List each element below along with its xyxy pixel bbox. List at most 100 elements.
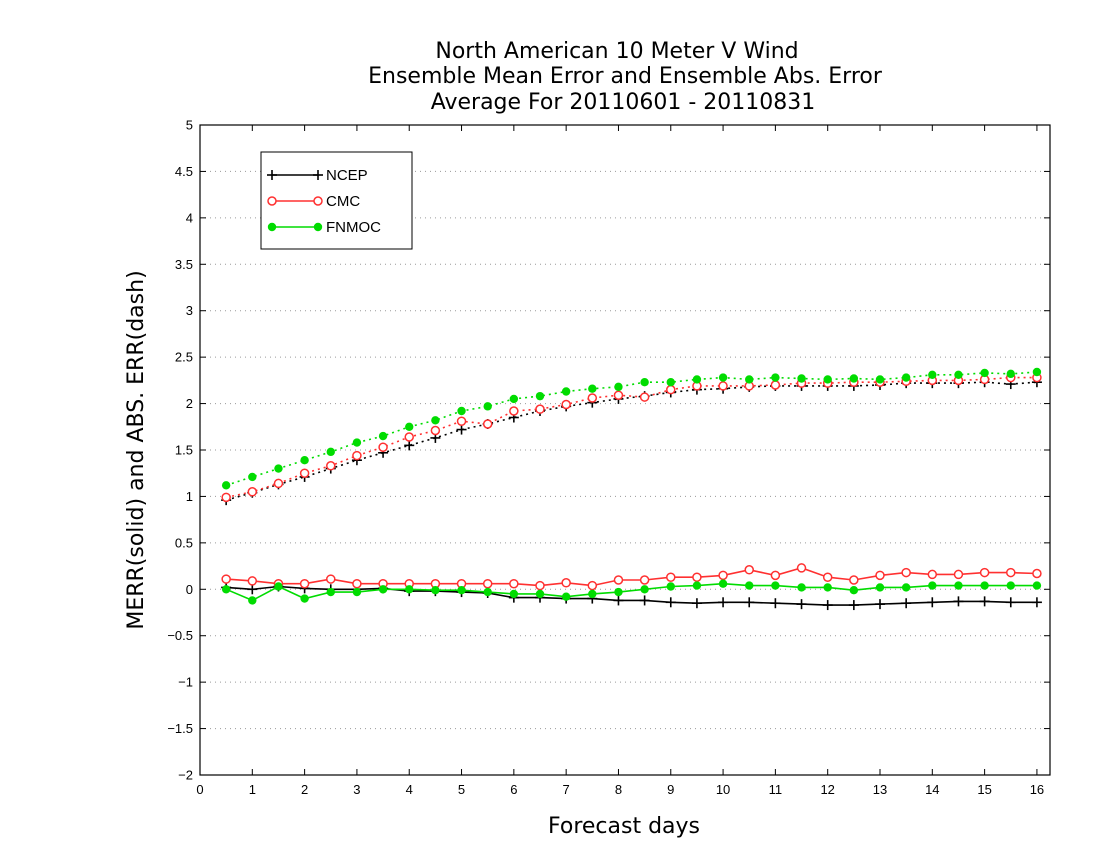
data-point-cmc-mean-error bbox=[1032, 568, 1042, 579]
data-point-fnmoc-mean-error bbox=[875, 583, 885, 592]
data-point-fnmoc-mean-error bbox=[901, 583, 911, 592]
data-point-fnmoc-abs-error bbox=[875, 375, 885, 384]
data-point-fnmoc-mean-error bbox=[1006, 581, 1015, 590]
chart-title-line-1: North American 10 Meter V Wind bbox=[435, 39, 798, 64]
data-point-cmc-abs-error bbox=[482, 419, 493, 429]
data-point-ncep-mean-error bbox=[953, 596, 964, 607]
data-point-cmc-abs-error bbox=[299, 468, 310, 478]
data-point-fnmoc-abs-error bbox=[954, 370, 963, 379]
data-point-cmc-abs-error bbox=[509, 406, 519, 416]
data-point-ncep-abs-error bbox=[456, 424, 467, 435]
data-point-fnmoc-mean-error bbox=[509, 589, 519, 599]
series-cmc-abs-error bbox=[221, 372, 1042, 503]
data-point-fnmoc-abs-error bbox=[352, 438, 362, 447]
data-point-fnmoc-mean-error bbox=[457, 586, 466, 595]
data-point-ncep-mean-error bbox=[691, 598, 702, 609]
data-point-cmc-abs-error bbox=[639, 392, 650, 402]
data-point-cmc-abs-error bbox=[352, 450, 362, 461]
data-point-cmc-mean-error bbox=[744, 565, 754, 575]
x-tick-label: 6 bbox=[510, 782, 517, 797]
x-tick-label: 1 bbox=[249, 782, 256, 797]
data-point-fnmoc-abs-error bbox=[378, 431, 388, 441]
data-point-fnmoc-abs-error bbox=[457, 406, 466, 416]
data-point-ncep-mean-error bbox=[796, 599, 807, 610]
y-tick-label: 4 bbox=[186, 210, 193, 225]
data-point-fnmoc-abs-error bbox=[640, 378, 649, 387]
data-point-ncep-mean-error bbox=[665, 597, 676, 608]
data-point-cmc-mean-error bbox=[666, 572, 676, 582]
data-point-fnmoc-abs-error bbox=[823, 375, 832, 384]
y-tick-label: 0.5 bbox=[175, 535, 193, 550]
data-point-ncep-mean-error bbox=[927, 597, 938, 608]
y-tick-label: 1.5 bbox=[175, 443, 193, 458]
data-point-fnmoc-abs-error bbox=[535, 391, 545, 401]
data-point-ncep-mean-error bbox=[1031, 597, 1042, 608]
legend-item-ncep: NCEP bbox=[267, 167, 368, 184]
y-tick-label: 3 bbox=[186, 303, 193, 318]
data-point-fnmoc-abs-error bbox=[509, 394, 519, 404]
data-point-fnmoc-abs-error bbox=[745, 375, 754, 384]
data-point-fnmoc-abs-error bbox=[614, 382, 623, 392]
data-point-fnmoc-mean-error bbox=[954, 581, 963, 590]
x-tick-label: 12 bbox=[820, 782, 834, 797]
data-point-fnmoc-mean-error bbox=[535, 589, 545, 599]
data-point-cmc-abs-error bbox=[273, 478, 284, 489]
data-point-fnmoc-abs-error bbox=[326, 447, 335, 457]
data-point-cmc-mean-error bbox=[692, 572, 702, 582]
y-tick-label: 1 bbox=[186, 489, 193, 504]
data-point-ncep-mean-error bbox=[1005, 597, 1016, 608]
legend-item-cmc: CMC bbox=[267, 193, 360, 210]
data-point-cmc-abs-error bbox=[587, 393, 598, 403]
legend-marker bbox=[267, 222, 277, 232]
data-point-fnmoc-mean-error bbox=[823, 583, 832, 592]
data-point-cmc-abs-error bbox=[535, 404, 545, 414]
data-point-fnmoc-abs-error bbox=[797, 374, 806, 383]
data-point-cmc-mean-error bbox=[822, 572, 833, 582]
data-point-fnmoc-abs-error bbox=[483, 402, 492, 411]
data-point-cmc-mean-error bbox=[770, 570, 781, 581]
y-tick-label: −2 bbox=[178, 768, 193, 783]
data-point-fnmoc-abs-error bbox=[588, 384, 597, 393]
data-point-fnmoc-abs-error bbox=[980, 368, 989, 378]
legend-label: FNMOC bbox=[326, 219, 381, 236]
data-point-ncep-mean-error bbox=[848, 600, 859, 611]
x-tick-label: 16 bbox=[1030, 782, 1044, 797]
x-tick-label: 15 bbox=[977, 782, 991, 797]
data-point-ncep-mean-error bbox=[822, 600, 833, 611]
y-axis-title: MERR(solid) and ABS. ERR(dash) bbox=[124, 270, 149, 629]
data-point-cmc-mean-error bbox=[326, 574, 336, 584]
data-point-cmc-mean-error bbox=[796, 563, 807, 573]
series-line-fnmoc-mean-error bbox=[225, 582, 1037, 602]
data-point-fnmoc-mean-error bbox=[718, 579, 728, 588]
data-point-cmc-mean-error bbox=[849, 575, 859, 585]
y-tick-label: 0 bbox=[186, 582, 193, 597]
data-point-fnmoc-abs-error bbox=[692, 375, 702, 384]
data-point-fnmoc-abs-error bbox=[928, 370, 937, 379]
data-point-fnmoc-abs-error bbox=[849, 374, 859, 383]
data-point-ncep-mean-error bbox=[613, 595, 624, 606]
data-point-fnmoc-mean-error bbox=[745, 581, 754, 590]
legend-label: NCEP bbox=[326, 167, 368, 184]
data-point-fnmoc-mean-error bbox=[771, 581, 780, 590]
data-point-fnmoc-abs-error bbox=[666, 378, 675, 387]
y-tick-label: −1.5 bbox=[167, 721, 193, 736]
x-tick-label: 14 bbox=[925, 782, 939, 797]
data-point-ncep-mean-error bbox=[247, 584, 258, 595]
data-point-cmc-abs-error bbox=[456, 416, 467, 426]
series-cmc-mean-error bbox=[221, 563, 1042, 591]
data-point-fnmoc-mean-error bbox=[588, 589, 597, 599]
x-tick-label: 2 bbox=[301, 782, 308, 797]
x-tick-label: 7 bbox=[563, 782, 570, 797]
data-point-fnmoc-mean-error bbox=[352, 587, 362, 597]
data-point-fnmoc-mean-error bbox=[797, 583, 806, 592]
y-tick-label: 2 bbox=[186, 396, 193, 411]
x-tick-label: 3 bbox=[353, 782, 360, 797]
data-point-fnmoc-abs-error bbox=[300, 456, 309, 465]
data-point-fnmoc-mean-error bbox=[378, 585, 388, 594]
data-point-cmc-abs-error bbox=[404, 432, 414, 442]
data-point-fnmoc-mean-error bbox=[431, 586, 440, 595]
data-point-fnmoc-mean-error bbox=[614, 587, 623, 597]
legend-marker bbox=[313, 170, 323, 180]
data-point-cmc-mean-error bbox=[509, 578, 519, 589]
